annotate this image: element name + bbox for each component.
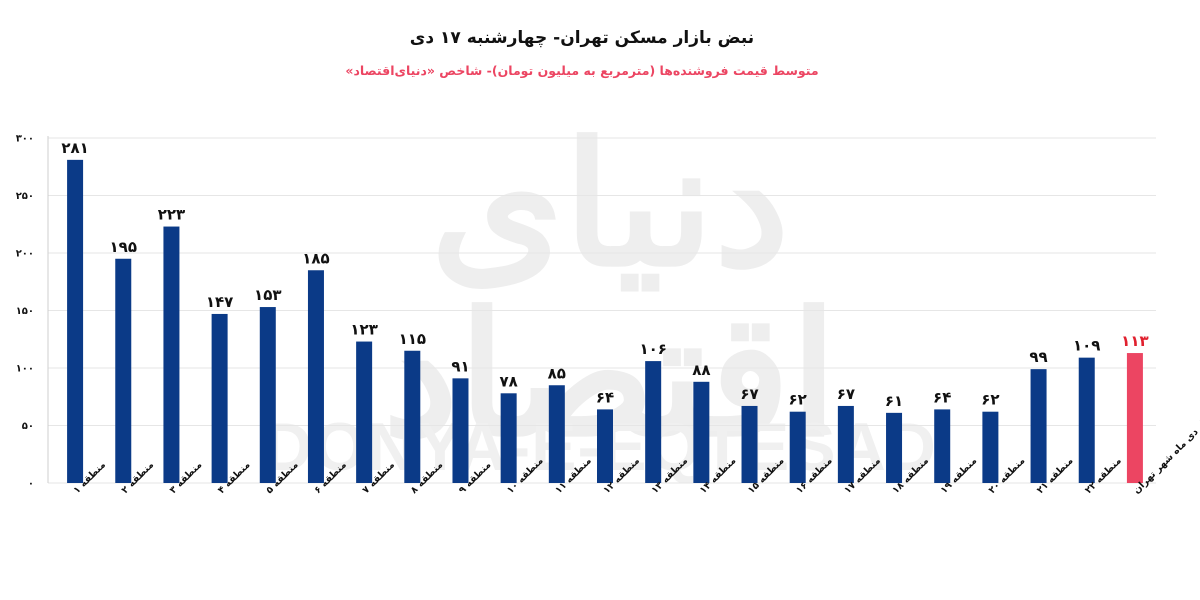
y-tick-label: ۲۵۰ (16, 191, 34, 202)
bar (1078, 357, 1095, 483)
chart-title: نبض بازار مسکن تهران- چهارشنبه ۱۷ دی (409, 28, 755, 48)
bar (404, 350, 421, 483)
bar (982, 411, 999, 483)
value-label: ۹۹ (1029, 348, 1047, 366)
bar (115, 258, 132, 483)
value-label: ۱۰۶ (639, 340, 666, 358)
bar (259, 307, 276, 483)
bar (645, 361, 662, 483)
y-tick-label: ۵۰ (22, 421, 34, 432)
bar (548, 385, 565, 483)
value-label: ۱۵۳ (254, 286, 281, 304)
value-label: ۱۹۵ (110, 238, 137, 256)
bar (741, 405, 758, 483)
bar (886, 412, 903, 483)
value-label: ۸۵ (548, 364, 566, 382)
bar (789, 411, 806, 483)
bar (693, 381, 710, 483)
bar (356, 341, 373, 483)
value-label: ۲۲۳ (158, 206, 185, 224)
bar (211, 313, 228, 483)
chart-subtitle: متوسط قیمت فروشنده‌ها (مترمربع به میلیون… (345, 63, 819, 78)
value-label: ۱۱۳ (1121, 332, 1148, 350)
bar (163, 226, 180, 484)
value-label: ۶۴ (933, 388, 951, 406)
y-tick-label: ۱۰۰ (16, 364, 34, 375)
bar (837, 405, 854, 483)
bar (307, 270, 324, 483)
value-label: ۶۷ (740, 385, 758, 403)
value-label: ۱۰۹ (1073, 337, 1100, 355)
value-label: ۹۱ (451, 357, 469, 375)
bar (500, 393, 517, 483)
value-label: ۱۲۳ (350, 321, 377, 339)
value-label: ۱۸۵ (302, 249, 329, 267)
y-tick-label: ۳۰۰ (16, 134, 34, 145)
value-label: ۶۱ (885, 392, 903, 410)
bar (597, 409, 613, 483)
y-axis: ۰ ۵۰ ۱۰۰ ۱۵۰ ۲۰۰ ۲۵۰ ۳۰۰ (16, 134, 49, 490)
y-tick-label: ۲۰۰ (16, 249, 34, 260)
value-labels: ۲۸۱ ۱۹۵ ۲۲۳ ۱۴۷ ۱۵۳ ۱۸۵ ۱۲۳ ۱۱۵ ۹۱ ۷۸ ۸۵ ۶۴ ۱۰۶ ۸۸ ۶۷ ۶… (61, 139, 1148, 410)
bar (934, 409, 951, 483)
bar (452, 378, 469, 483)
value-label: ۱۱۵ (399, 330, 426, 348)
y-tick-label: ۰ (28, 479, 34, 490)
value-label: ۶۴ (596, 388, 614, 406)
y-tick-label: ۱۵۰ (16, 306, 34, 317)
bars (67, 159, 1143, 484)
value-label: ۶۲ (789, 391, 807, 409)
value-label: ۷۸ (499, 372, 517, 390)
value-label: ۶۷ (837, 385, 855, 403)
value-label: ۲۸۱ (61, 139, 88, 157)
value-label: ۶۲ (981, 391, 999, 409)
bar (1126, 353, 1143, 483)
value-label: ۱۴۷ (206, 293, 233, 311)
value-label: ۸۸ (692, 361, 710, 379)
bar (1030, 369, 1047, 483)
bar (67, 159, 84, 483)
